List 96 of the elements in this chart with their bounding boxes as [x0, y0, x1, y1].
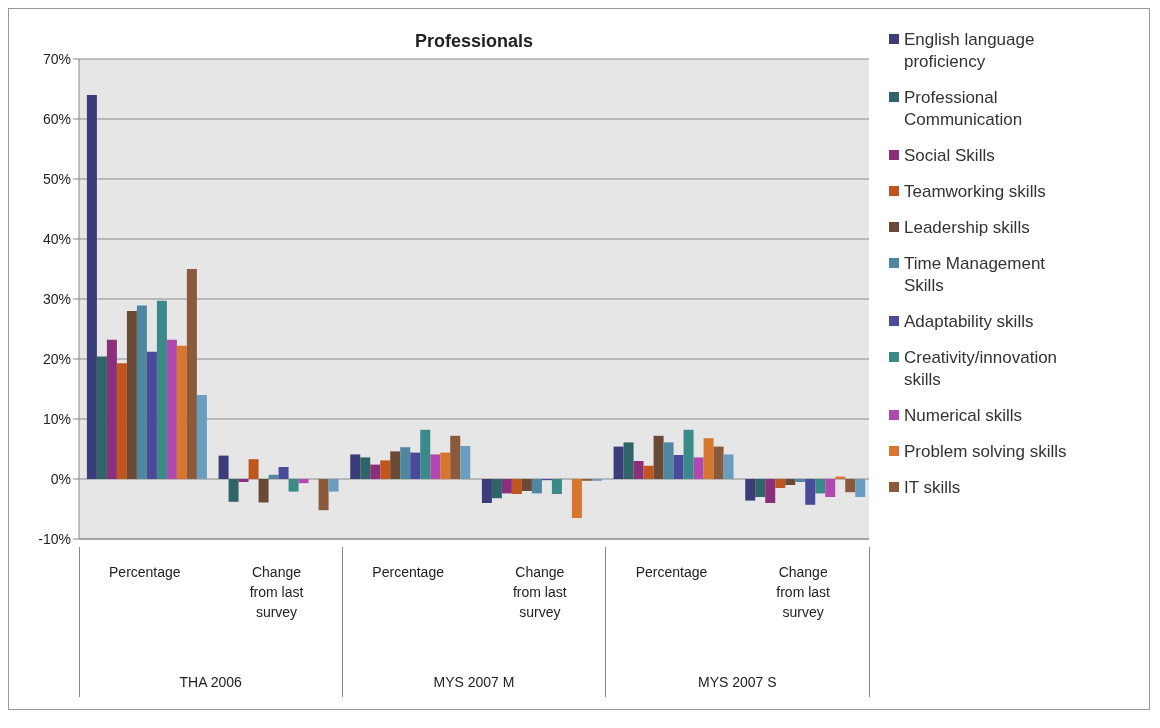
bar: [370, 464, 381, 479]
text: MYS 2007 S: [698, 674, 777, 690]
bar: [531, 479, 542, 494]
bar: [765, 479, 776, 503]
bar: [521, 479, 532, 491]
bar: [613, 446, 624, 479]
bar: [795, 479, 806, 482]
bar: [360, 457, 371, 479]
bar: [703, 438, 714, 479]
bar: [176, 345, 187, 479]
bar: [855, 479, 866, 497]
bar: [745, 479, 756, 501]
legend-label: Numerical skills: [904, 405, 1024, 427]
bar: [481, 479, 492, 503]
bar: [268, 474, 279, 479]
bar: [328, 479, 339, 492]
bar: [288, 479, 299, 492]
chart-title: Professionals: [413, 31, 534, 52]
bar: [693, 457, 704, 479]
y-tick-label: 40%: [42, 230, 71, 247]
bar: [298, 479, 309, 484]
bar: [653, 435, 664, 479]
bar: [186, 269, 197, 479]
bar: [460, 446, 471, 479]
y-tick-label: 70%: [42, 50, 71, 67]
x-tick-label: Percentage: [109, 564, 181, 580]
bar: [440, 452, 451, 479]
bar: [491, 479, 502, 499]
bar: [116, 363, 127, 479]
y-tick-label: 10%: [42, 410, 71, 427]
y-tick-label: 20%: [42, 350, 71, 367]
legend-label: IT skills: [904, 477, 962, 499]
bar: [450, 435, 461, 479]
legend-label: Problem solving skills: [904, 441, 1068, 463]
bar: [258, 479, 269, 503]
bar: [248, 459, 259, 479]
bar: [318, 479, 329, 511]
bar: [815, 479, 826, 494]
x-tick-label: Percentage: [635, 564, 708, 580]
bar: [96, 356, 107, 479]
text: THA 2006: [179, 674, 243, 690]
bar: [845, 479, 856, 493]
legend-label: Adaptability skills: [904, 311, 1035, 333]
legend-label: Teamworking skills: [904, 181, 1047, 203]
bar: [106, 339, 117, 479]
bar: [643, 465, 654, 479]
bar: [673, 455, 684, 479]
bar: [755, 479, 766, 497]
bar: [805, 479, 816, 505]
legend-label: Leadership skills: [904, 217, 1031, 239]
bar: [400, 447, 411, 479]
bar: [218, 455, 229, 479]
x-tick-label: Percentage: [372, 564, 445, 580]
x-tick-label: Change from last survey: [249, 564, 304, 620]
bar: [136, 305, 147, 479]
x-tick-label: Change from last survey: [512, 564, 567, 620]
bar: [410, 452, 421, 479]
bar: [350, 454, 361, 479]
bar: [825, 479, 836, 497]
bar: [238, 479, 249, 482]
legend-label: Professional Communication: [904, 87, 1024, 131]
bar: [571, 479, 582, 518]
bar: [228, 479, 239, 502]
y-tick-label: 60%: [42, 110, 71, 127]
legend-label: Creativity/innovation skills: [904, 347, 1059, 391]
bar: [420, 429, 431, 479]
bar: [196, 395, 207, 479]
bar: [86, 95, 97, 479]
x-tick-label: Change from last survey: [776, 564, 831, 620]
bar: [633, 461, 644, 479]
legend-label: Time Management Skills: [904, 253, 1047, 297]
bar: [380, 460, 391, 479]
y-tick-label: 30%: [42, 290, 71, 307]
bar: [390, 451, 401, 479]
bar: [683, 429, 694, 479]
bar: [551, 479, 562, 494]
text: MYS 2007 M: [433, 674, 515, 690]
bar: [501, 479, 512, 494]
bar: [166, 339, 177, 479]
bar: [723, 454, 734, 479]
bar: [511, 479, 522, 494]
bar: [430, 454, 441, 479]
bar: [785, 479, 796, 485]
bar: [623, 442, 634, 479]
y-tick-label: -10%: [38, 530, 71, 547]
bar: [775, 479, 786, 488]
bar: [713, 446, 724, 479]
bar: [126, 311, 137, 479]
y-tick-label: 50%: [42, 170, 71, 187]
y-tick-label: 0%: [50, 470, 71, 487]
bar: [663, 442, 674, 479]
bar: [146, 351, 157, 479]
legend-label: English language proficiency: [904, 29, 1036, 73]
legend-label: Social Skills: [904, 145, 996, 167]
bar: [156, 300, 167, 479]
bar: [278, 467, 289, 479]
